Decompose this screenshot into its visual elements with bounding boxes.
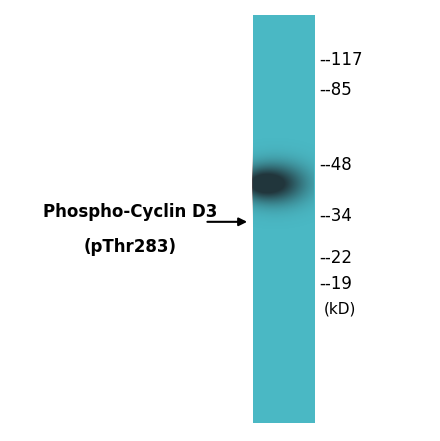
Bar [253, 15, 315, 423]
Text: --85: --85 [319, 82, 352, 99]
Text: --117: --117 [319, 51, 363, 68]
Text: Phospho-Cyclin D3: Phospho-Cyclin D3 [43, 203, 217, 220]
Text: --34: --34 [319, 207, 352, 225]
Text: --19: --19 [319, 276, 352, 293]
Text: --22: --22 [319, 249, 352, 267]
Text: (kD): (kD) [323, 301, 356, 316]
Text: --48: --48 [319, 157, 352, 174]
Text: (pThr283): (pThr283) [83, 238, 176, 256]
